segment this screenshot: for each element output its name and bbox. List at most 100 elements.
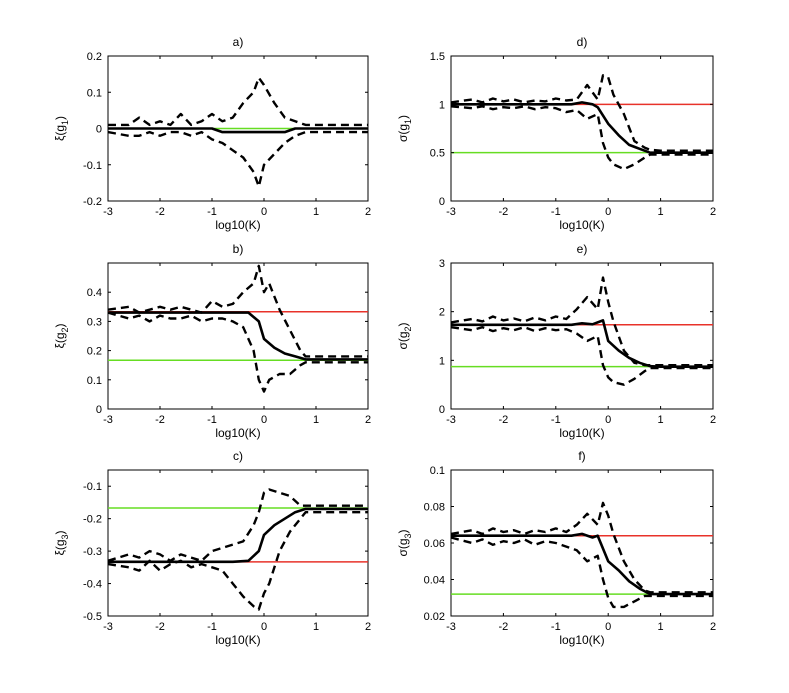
x-axis-label: log10(K) (215, 426, 260, 440)
y-tick-label: 0.3 (87, 316, 102, 328)
y-axis-label-base: σ(g (396, 538, 410, 556)
y-axis-label-end: ) (396, 322, 410, 326)
y-axis-label-base: σ(g (396, 124, 410, 142)
x-tick-label: 1 (658, 621, 664, 633)
y-axis-label: ξ(g3) (53, 530, 70, 555)
y-tick-label: 0.1 (87, 87, 102, 99)
x-tick-label: 0 (605, 414, 611, 426)
y-tick-label: 0.1 (430, 465, 445, 477)
y-axis-label-end: ) (53, 323, 67, 327)
y-axis-label-subscript: 1 (403, 119, 413, 124)
subplot-title: f) (578, 449, 585, 463)
x-tick-label: -2 (155, 414, 165, 426)
y-axis-label: ξ(g1) (53, 116, 70, 141)
y-axis-label-subscript: 2 (403, 326, 413, 331)
median-line (451, 101, 713, 154)
x-tick-label: 0 (605, 621, 611, 633)
y-tick-label: 0.2 (87, 346, 102, 358)
y-axis-label-base: σ(g (396, 331, 410, 349)
y-axis-label-end: ) (53, 116, 67, 120)
upper-bound-line (107, 264, 368, 358)
y-tick-label: -0.2 (83, 514, 102, 526)
y-axis-label-subscript: 3 (60, 534, 70, 539)
y-tick-label: 0.04 (424, 575, 445, 587)
y-tick-label: 1.5 (430, 51, 445, 63)
y-tick-label: 0.02 (424, 611, 445, 623)
x-tick-label: 2 (365, 621, 371, 633)
x-tick-label: 1 (658, 206, 664, 218)
subplot-title: a) (233, 35, 244, 49)
axes-frame (107, 262, 369, 410)
x-tick-label: 2 (365, 206, 371, 218)
y-axis-label-end: ) (53, 530, 67, 534)
x-tick-label: 1 (313, 621, 319, 633)
y-tick-label: 0 (439, 196, 445, 208)
y-tick-label: 3 (439, 258, 445, 270)
upper-bound-line (450, 501, 713, 594)
x-tick-label: -3 (103, 621, 113, 633)
y-axis-label-subscript: 3 (403, 533, 413, 538)
y-axis-label: ξ(g2) (53, 323, 70, 348)
lower-bound-line (107, 130, 368, 188)
x-axis-label: log10(K) (215, 218, 260, 232)
lower-bound-line (107, 511, 368, 611)
median-line (108, 507, 368, 564)
x-tick-label: -2 (155, 621, 165, 633)
subplot-c: -3 -2 -1 0 1 2 -0.5 -0.4 -0.3 -0.2 -0.1 c) log10(K) ξ… (53, 449, 371, 647)
y-tick-label: 0.5 (430, 148, 445, 160)
x-tick-label: -2 (499, 414, 509, 426)
x-tick-label: 2 (710, 414, 716, 426)
upper-bound-line (450, 74, 713, 152)
median-line (451, 319, 713, 369)
subplot-title: e) (577, 242, 588, 256)
y-tick-label: 0.4 (87, 287, 102, 299)
y-tick-label: 0.1 (87, 375, 102, 387)
y-tick-label: -0.1 (83, 481, 102, 493)
y-tick-label: 0 (96, 404, 102, 416)
median-line (108, 311, 368, 361)
x-tick-label: -3 (446, 621, 456, 633)
x-tick-label: 0 (605, 206, 611, 218)
y-axis-label-base: ξ(g (53, 332, 67, 348)
median-line (451, 532, 713, 596)
y-tick-label: 1 (439, 99, 445, 111)
x-tick-label: -1 (207, 206, 217, 218)
y-tick-label: 0.2 (87, 51, 102, 63)
x-tick-label: 1 (313, 206, 319, 218)
y-tick-label: -0.3 (83, 546, 102, 558)
y-axis-label-subscript: 2 (60, 327, 70, 332)
x-tick-label: 0 (261, 621, 267, 633)
y-tick-label: 0.06 (424, 538, 445, 550)
upper-bound-line (107, 488, 368, 562)
x-tick-label: 1 (658, 414, 664, 426)
subplot-title: d) (577, 35, 588, 49)
upper-bound-line (450, 276, 713, 367)
x-axis-label: log10(K) (215, 633, 260, 647)
x-tick-label: -3 (446, 206, 456, 218)
x-tick-label: -1 (207, 414, 217, 426)
y-axis-label-end: ) (396, 115, 410, 119)
y-tick-label: -0.1 (83, 160, 102, 172)
x-tick-label: 1 (313, 414, 319, 426)
y-tick-label: -0.4 (83, 579, 102, 591)
subplot-f: -3 -2 -1 0 1 2 0.02 0.04 0.06 0.08 0.1 f) log10(K) σ(… (396, 449, 716, 647)
x-tick-label: -2 (499, 206, 509, 218)
y-axis-label: σ(g1) (396, 115, 413, 142)
x-axis-label: log10(K) (559, 426, 604, 440)
lower-bound-line (450, 326, 713, 386)
y-tick-label: -0.2 (83, 196, 102, 208)
x-tick-label: 2 (710, 206, 716, 218)
subplot-title: c) (233, 449, 243, 463)
y-axis-label-base: ξ(g (53, 125, 67, 141)
y-axis-label-subscript: 1 (60, 120, 70, 125)
y-tick-label: 2 (439, 307, 445, 319)
y-tick-label: 0 (96, 124, 102, 136)
axes-frame (450, 262, 714, 410)
y-axis-label: σ(g3) (396, 529, 413, 556)
y-tick-label: 0.08 (424, 502, 445, 514)
axes-frame (107, 469, 369, 617)
x-tick-label: -1 (207, 621, 217, 633)
x-tick-label: -2 (155, 206, 165, 218)
